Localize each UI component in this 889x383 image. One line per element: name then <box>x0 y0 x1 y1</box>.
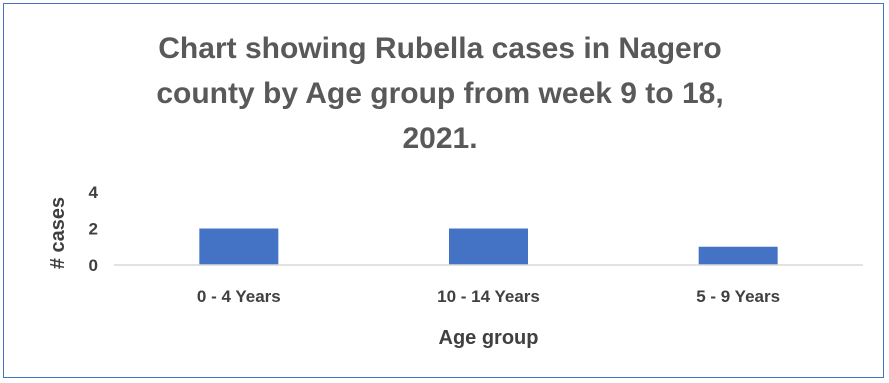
x-tick-label: 5 - 9 Years <box>696 287 780 306</box>
x-tick-label: 0 - 4 Years <box>197 287 281 306</box>
chart-title: Chart showing Rubella cases in Nagero co… <box>156 32 724 155</box>
y-tick-label: 4 <box>89 183 99 202</box>
bar <box>199 228 279 265</box>
y-axis-label: # cases <box>47 197 69 269</box>
chart-frame <box>3 3 884 378</box>
x-axis-categories: 0 - 4 Years 10 - 14 Years 5 - 9 Years <box>197 287 780 306</box>
bars <box>199 228 778 265</box>
x-axis-label: Age group <box>439 327 539 349</box>
y-tick-label: 0 <box>89 256 98 275</box>
x-tick-label: 10 - 14 Years <box>437 287 540 306</box>
bar <box>449 228 528 265</box>
y-tick-label: 2 <box>89 220 98 239</box>
y-axis-ticks: 0 2 4 <box>89 183 99 275</box>
bar <box>698 246 778 265</box>
